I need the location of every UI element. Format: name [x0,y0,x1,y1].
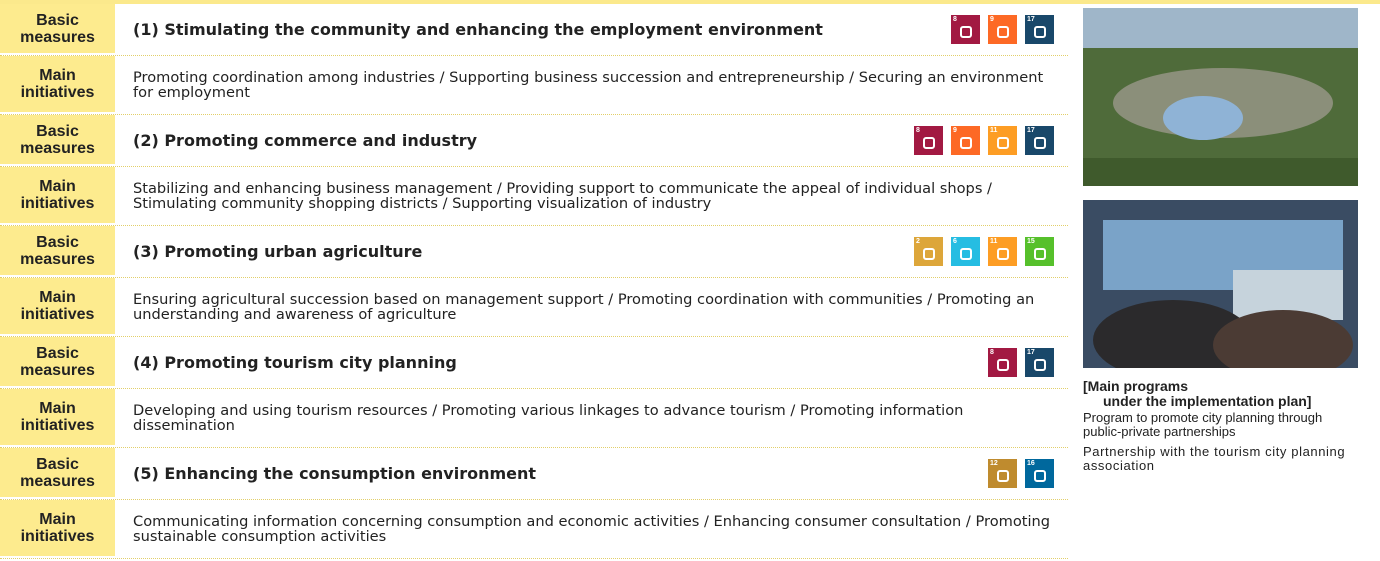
basic-label: Basic measures [0,115,115,166]
basic-label: Basic measures [0,448,115,499]
initiatives: Ensuring agricultural succession based o… [133,291,1035,323]
sdg-glyph [1034,248,1046,260]
sdg-icons: 12 16 [988,459,1054,488]
caption-line: [Main programs [1083,378,1189,394]
basic-row: Basic measures (5) Enhancing the consumpt… [0,448,1068,500]
sdg-glyph [923,248,935,260]
sdg-number: 11 [990,127,998,134]
sdg-glyph [997,26,1009,38]
basic-row: Basic measures (1) Stimulating the commun… [0,4,1068,56]
measure-title: (4) Promoting tourism city planning [133,353,457,372]
sdg-glyph [997,359,1009,371]
sdg-number: 15 [1027,238,1035,245]
sdg-number: 6 [953,238,957,245]
basic-row: Basic measures (3) Promoting urban agricu… [0,226,1068,278]
main-row: Main initiatives Stabilizing and enhancin… [0,167,1068,226]
sdg-glyph [960,137,972,149]
sdg-icon: 17 [1025,126,1054,155]
sdg-icon: 8 [914,126,943,155]
sdg-icon: 17 [1025,348,1054,377]
sdg-glyph [1034,359,1046,371]
sdg-glyph [1034,137,1046,149]
photo-festival [1083,8,1358,186]
sdg-number: 9 [990,16,994,23]
main-label: Main initiatives [0,389,115,447]
sdg-icon: 6 [951,237,980,266]
sdg-icon: 9 [988,15,1017,44]
sdg-glyph [997,248,1009,260]
main-row: Main initiatives Communicating informatio… [0,500,1068,559]
sdg-icon: 8 [951,15,980,44]
sdg-number: 17 [1027,349,1035,356]
main-row: Main initiatives Developing and using tou… [0,389,1068,448]
caption-line: under the implementation plan] [1103,393,1312,409]
sdg-glyph [1034,470,1046,482]
sidebar: [Main programs under the implementation p… [1083,8,1363,473]
sdg-icon: 9 [951,126,980,155]
initiatives: Communicating information concerning con… [133,513,1051,545]
sdg-icons: 8 9 11 17 [914,126,1054,155]
initiatives: Stabilizing and enhancing business manag… [133,180,992,212]
measure-title: (1) Stimulating the community and enhanc… [133,20,823,39]
sdg-icon: 2 [914,237,943,266]
sdg-number: 8 [953,16,957,23]
sdg-glyph [960,26,972,38]
sdg-icon: 15 [1025,237,1054,266]
main-row: Main initiatives Promoting coordination a… [0,56,1068,115]
sdg-number: 17 [1027,16,1035,23]
initiatives: Developing and using tourism resources /… [133,402,964,434]
sdg-glyph [997,470,1009,482]
main-label: Main initiatives [0,167,115,225]
sdg-number: 9 [953,127,957,134]
top-band [0,0,1380,4]
sdg-glyph [997,137,1009,149]
photo-exhibit [1083,200,1358,380]
sdg-glyph [1034,26,1046,38]
sdg-icon: 8 [988,348,1017,377]
measure-title: (3) Promoting urban agriculture [133,242,423,261]
sdg-icon: 17 [1025,15,1054,44]
sdg-number: 17 [1027,127,1035,134]
program: Partnership with the tourism city planni… [1083,444,1346,473]
sdg-glyph [923,137,935,149]
main-label: Main initiatives [0,500,115,558]
program: Program to promote city planning through… [1083,410,1323,439]
sdg-icons: 8 17 [988,348,1054,377]
sdg-icons: 2 6 11 15 [914,237,1054,266]
measure-title: (2) Promoting commerce and industry [133,131,478,150]
main-label: Main initiatives [0,56,115,114]
sdg-glyph [960,248,972,260]
sdg-number: 16 [1027,460,1035,467]
sdg-icon: 16 [1025,459,1054,488]
main-row: Main initiatives Ensuring agricultural su… [0,278,1068,337]
basic-row: Basic measures (4) Promoting tourism city… [0,337,1068,389]
sdg-number: 8 [916,127,920,134]
sdg-number: 8 [990,349,994,356]
main-label: Main initiatives [0,278,115,336]
sdg-number: 2 [916,238,920,245]
sdg-icon: 12 [988,459,1017,488]
basic-label: Basic measures [0,4,115,55]
sdg-icon: 11 [988,126,1017,155]
sdg-number: 12 [990,460,998,467]
initiatives: Promoting coordination among industries … [133,69,1044,101]
basic-row: Basic measures (2) Promoting commerce and… [0,115,1068,167]
sdg-icon: 11 [988,237,1017,266]
sdg-icons: 8 9 17 [951,15,1054,44]
basic-label: Basic measures [0,226,115,277]
measure-title: (5) Enhancing the consumption environmen… [133,464,537,483]
sdg-number: 11 [990,238,998,245]
basic-label: Basic measures [0,337,115,388]
measures-table: Basic measures (1) Stimulating the commun… [0,4,1068,559]
